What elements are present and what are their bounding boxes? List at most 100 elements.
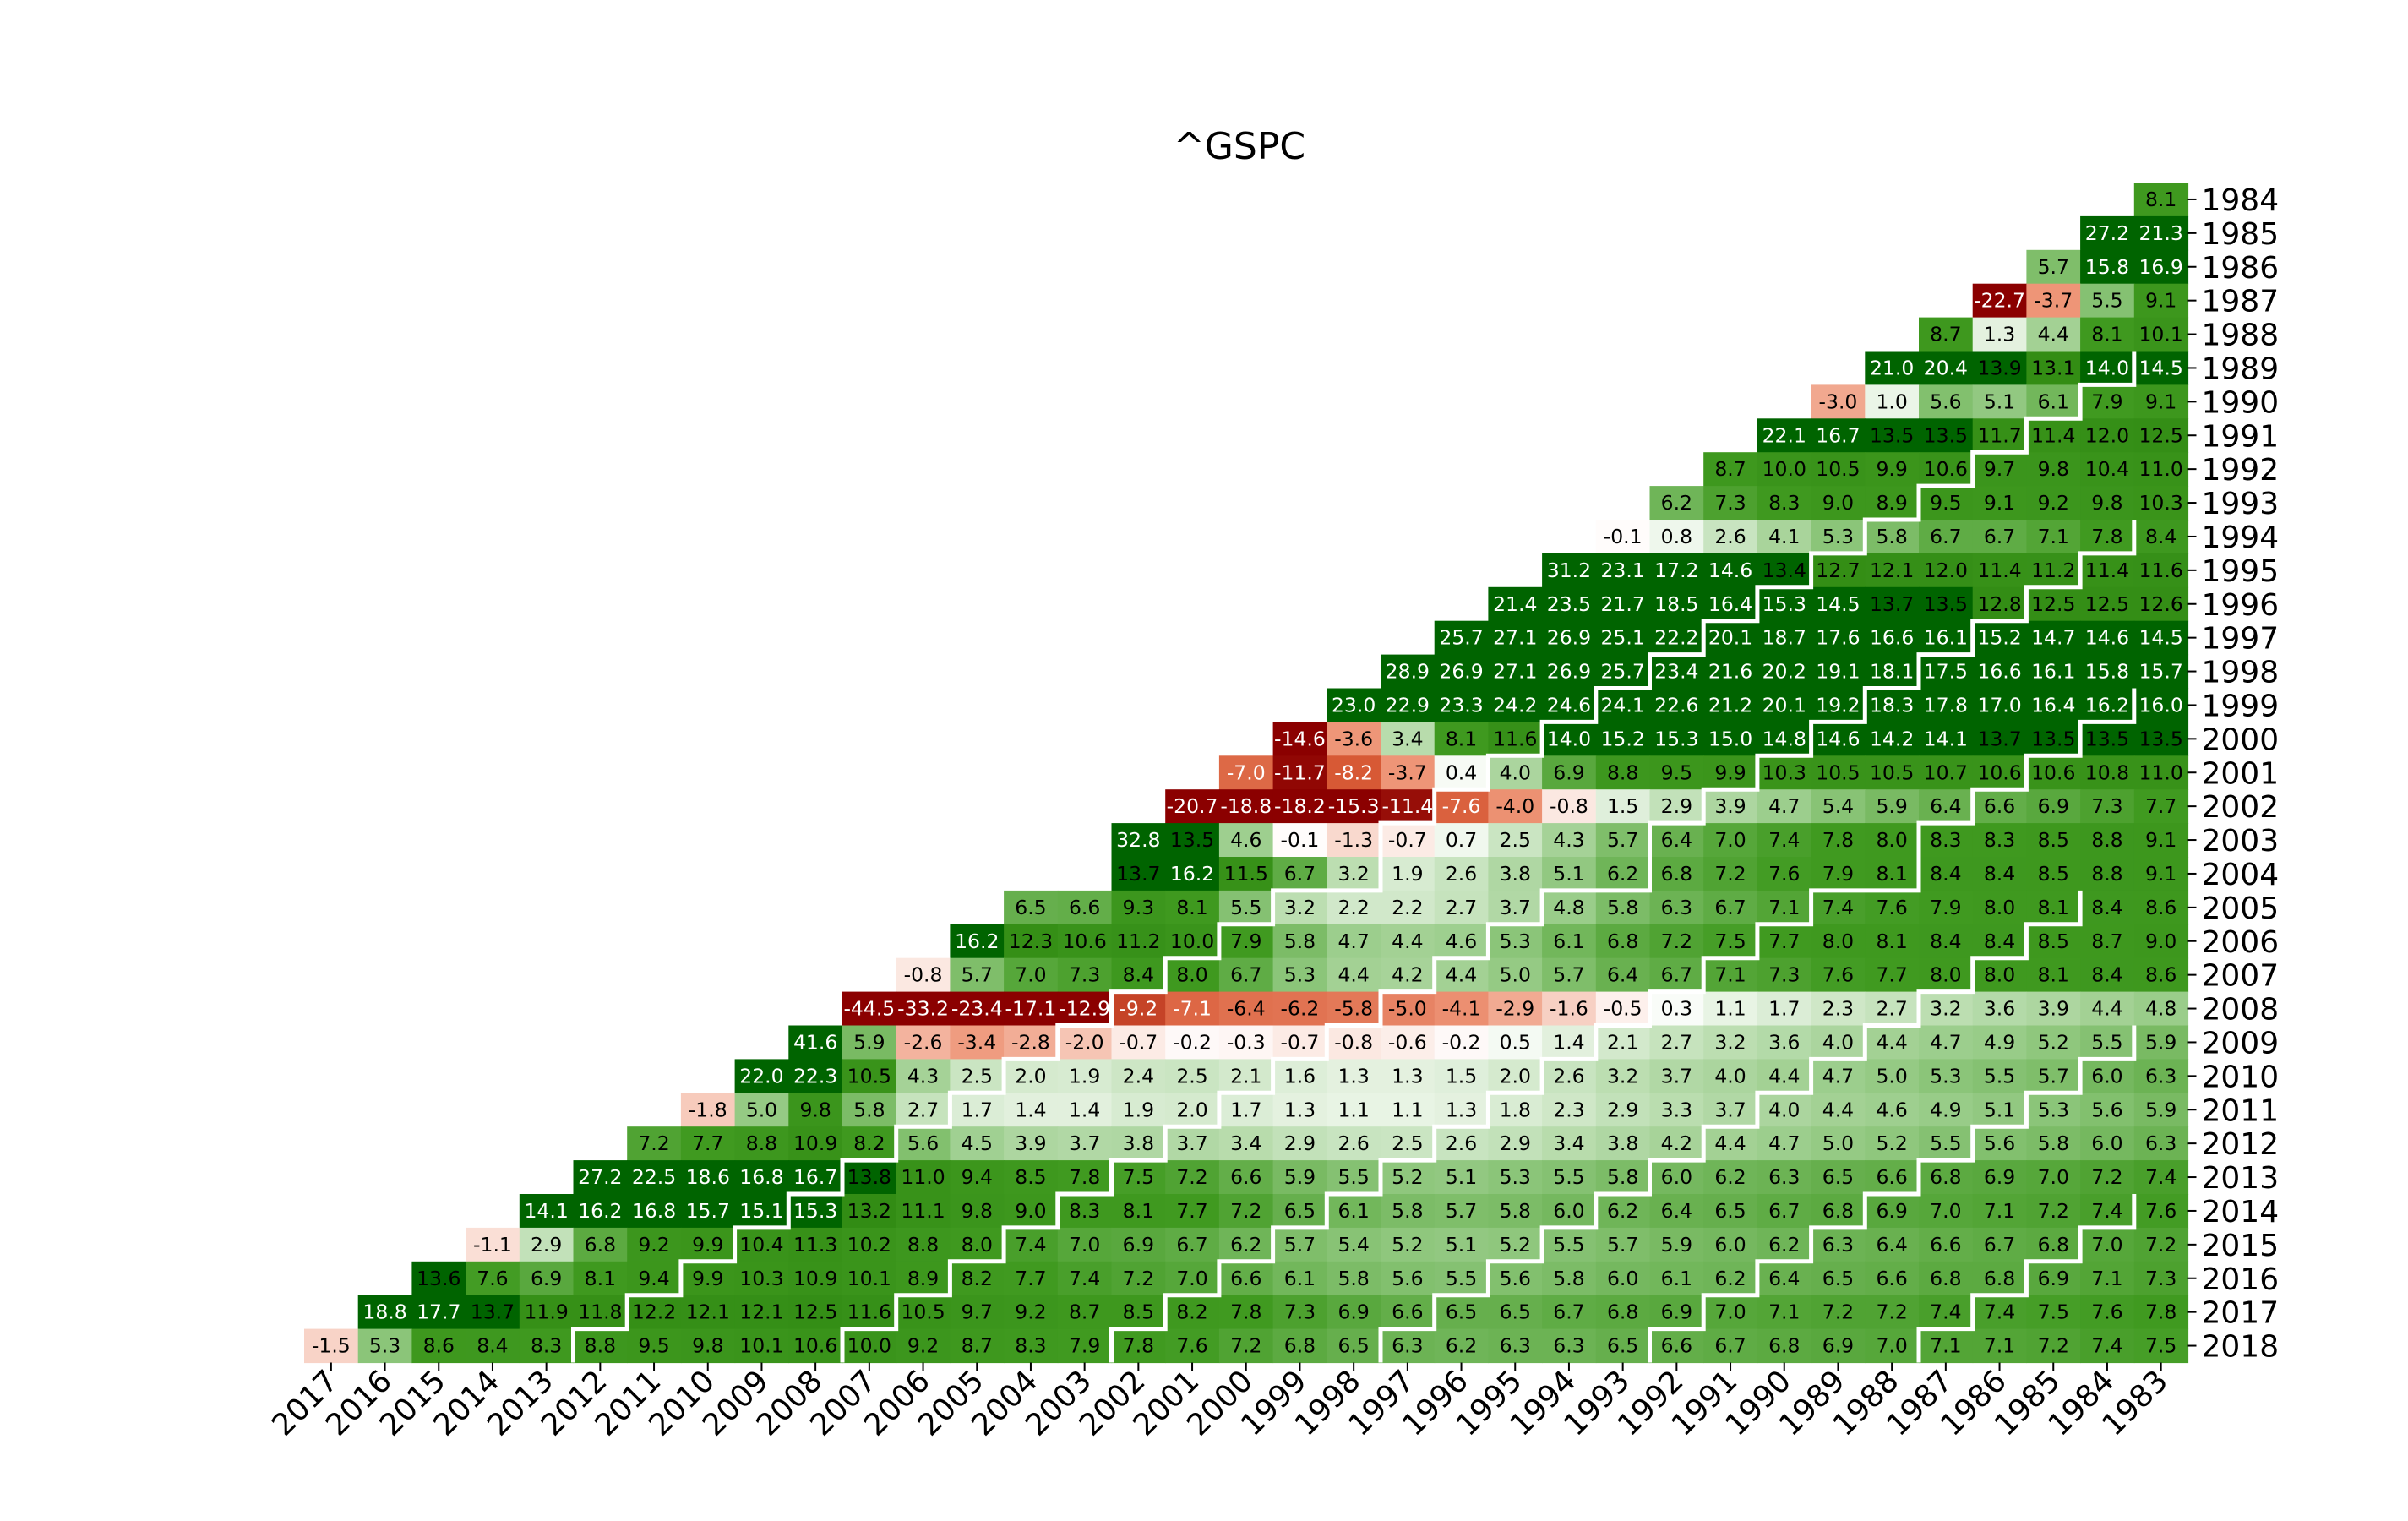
heatmap-cell-fill <box>2026 857 2081 891</box>
heatmap-cell: 13.5 <box>1165 823 1220 858</box>
heatmap-cell-fill <box>1865 957 1920 993</box>
heatmap-cell-label: 11.7 <box>1977 423 2021 447</box>
heatmap-cell-label: 12.5 <box>2085 592 2129 616</box>
heatmap-cell-label: 6.8 <box>1607 1300 1638 1324</box>
heatmap-cell-fill <box>1811 957 1866 993</box>
heatmap-cell-fill <box>1757 1194 1812 1229</box>
heatmap-cell: 14.8 <box>1757 722 1812 756</box>
heatmap-cell: 7.1 <box>1972 1194 2027 1229</box>
heatmap-cell: 5.9 <box>1272 1160 1327 1195</box>
heatmap-cell-label: 5.6 <box>1392 1267 1423 1290</box>
heatmap-cell-label: 4.0 <box>1822 1030 1854 1054</box>
heatmap-cell-fill <box>573 1160 628 1195</box>
heatmap-cell-label: 1.3 <box>1337 1064 1369 1088</box>
heatmap-cell-fill <box>1165 991 1220 1027</box>
heatmap-cell: 5.8 <box>842 1093 897 1127</box>
heatmap-cell: 21.7 <box>1595 586 1651 622</box>
y-tick-label: 1998 <box>2202 656 2280 690</box>
heatmap-cell-fill <box>1757 586 1812 622</box>
heatmap-cell-fill <box>1595 957 1651 993</box>
heatmap-cell: 13.8 <box>842 1160 897 1195</box>
heatmap-cell-fill <box>1111 1126 1166 1161</box>
heatmap-cell-label: 20.2 <box>1762 660 1806 684</box>
heatmap-cell: 12.0 <box>2080 418 2135 453</box>
heatmap-cell-fill <box>1218 1160 1274 1195</box>
heatmap-cell-label: 9.0 <box>1015 1199 1046 1223</box>
heatmap-cell: 4.1 <box>1757 520 1812 554</box>
heatmap-cell-label: -0.2 <box>1442 1030 1481 1054</box>
heatmap-cell-label: -7.1 <box>1173 997 1212 1021</box>
heatmap-cell: 18.5 <box>1649 586 1704 622</box>
heatmap-cell: 5.5 <box>1542 1227 1597 1262</box>
heatmap-cell: 12.1 <box>680 1295 736 1330</box>
heatmap-cell-label: 16.4 <box>1708 592 1752 616</box>
heatmap-cell-label: 6.4 <box>1768 1267 1800 1290</box>
heatmap-cell-fill <box>1595 620 1651 656</box>
heatmap-cell: 7.3 <box>1272 1295 1327 1330</box>
heatmap-cell-label: 12.1 <box>1870 559 1914 582</box>
heatmap-cell: 5.2 <box>1488 1227 1543 1262</box>
heatmap-cell: 2.9 <box>1488 1126 1543 1161</box>
heatmap-cell-fill <box>1865 1126 1920 1161</box>
heatmap-cell: 6.8 <box>1919 1160 1974 1195</box>
heatmap-cell-label: 5.7 <box>1284 1233 1316 1257</box>
heatmap-cell: 1.9 <box>1057 1059 1113 1093</box>
heatmap-cell-label: -3.0 <box>1819 390 1858 413</box>
heatmap-cell-label: 6.6 <box>1230 1267 1261 1290</box>
heatmap-cell-fill <box>1919 890 1974 925</box>
heatmap-cell-label: 2.7 <box>1661 1030 1692 1054</box>
heatmap-cell: 6.3 <box>1757 1160 1812 1195</box>
heatmap-cell-label: 17.0 <box>1977 693 2021 717</box>
heatmap-cell-label: 6.9 <box>531 1267 562 1290</box>
heatmap-cell-label: 14.7 <box>2031 626 2075 650</box>
heatmap-cell-label: 1.4 <box>1015 1098 1046 1121</box>
heatmap-cell-fill <box>1595 722 1651 756</box>
heatmap-cell-label: 6.4 <box>1661 1199 1692 1223</box>
heatmap-cell: 4.5 <box>950 1126 1005 1161</box>
heatmap-cell-label: 6.3 <box>1553 1334 1584 1358</box>
heatmap-cell: 5.6 <box>1972 1126 2027 1161</box>
heatmap-cell-label: 6.1 <box>1553 930 1584 953</box>
heatmap-cell-label: 41.6 <box>793 1030 837 1054</box>
y-tick-label: 2014 <box>2202 1195 2280 1229</box>
heatmap-cell-fill <box>1811 857 1866 891</box>
heatmap-cell-fill <box>2133 1059 2189 1093</box>
heatmap-cell-label: 7.8 <box>1069 1165 1100 1189</box>
heatmap-cell: 3.9 <box>2026 991 2081 1027</box>
heatmap-cell: 8.1 <box>2026 890 2081 925</box>
heatmap-cell-fill <box>1218 957 1274 993</box>
heatmap-cell-label: 5.8 <box>1607 896 1638 919</box>
heatmap-cell: 5.5 <box>1218 890 1274 925</box>
heatmap-cell: 6.6 <box>1381 1295 1436 1330</box>
heatmap-cell-label: 7.3 <box>1069 963 1100 987</box>
heatmap-cell-fill <box>1381 654 1436 690</box>
heatmap-cell: 31.2 <box>1542 553 1597 588</box>
heatmap-cell-label: 4.4 <box>2091 997 2122 1021</box>
heatmap-cell-fill <box>1381 688 1436 722</box>
heatmap-cell: 6.5 <box>1703 1194 1758 1229</box>
heatmap-cell: 3.2 <box>1327 857 1381 891</box>
heatmap-cell-fill <box>1004 957 1059 993</box>
heatmap-cell-label: 14.1 <box>524 1199 568 1223</box>
heatmap-cell-fill <box>1919 553 1974 588</box>
heatmap-cell-label: 8.8 <box>907 1233 939 1257</box>
heatmap-cell: 5.0 <box>1811 1126 1866 1161</box>
heatmap-cell: 10.5 <box>842 1059 897 1093</box>
heatmap-cell-fill <box>1649 688 1704 722</box>
heatmap-cell: 7.0 <box>1057 1227 1113 1262</box>
heatmap-cell: 13.5 <box>2026 722 2081 756</box>
heatmap-cell-fill <box>2080 957 2135 993</box>
heatmap-cell-label: 12.5 <box>2031 592 2075 616</box>
heatmap-cell: 15.0 <box>1703 722 1758 756</box>
heatmap-cell-fill <box>1703 1126 1758 1161</box>
heatmap-cell: 13.6 <box>411 1261 466 1296</box>
heatmap-cell-fill <box>2026 317 2081 352</box>
heatmap-cell-label: 9.5 <box>638 1334 669 1358</box>
heatmap-cell-fill <box>1595 654 1651 690</box>
heatmap-cell: -5.8 <box>1327 991 1381 1027</box>
heatmap-cell-label: 3.9 <box>1714 794 1746 818</box>
heatmap-cell-label: 2.9 <box>1607 1098 1638 1121</box>
heatmap-cell-label: 16.9 <box>2138 255 2182 279</box>
heatmap-cell-label: 3.2 <box>1714 1030 1746 1054</box>
heatmap-cell: 22.5 <box>627 1160 682 1195</box>
